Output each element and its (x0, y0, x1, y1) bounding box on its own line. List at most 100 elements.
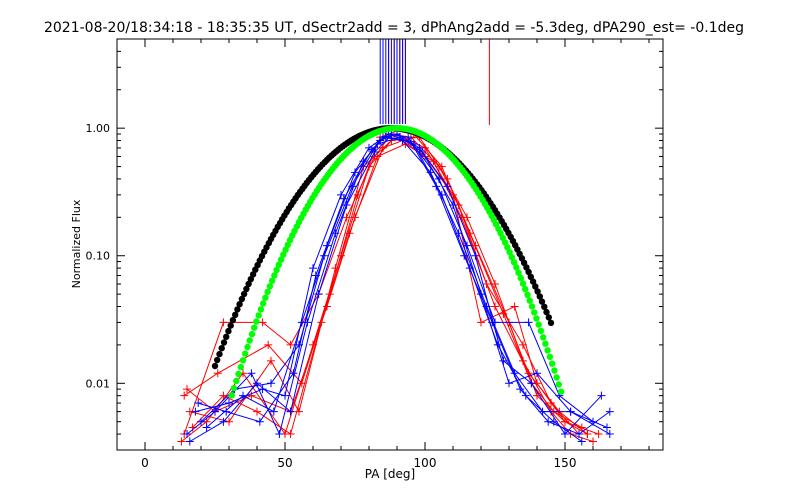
series-blue-point (194, 399, 203, 408)
series-blue-point (185, 437, 194, 446)
fit-curve-green-point (519, 280, 527, 287)
fit-curve-green-point (526, 297, 533, 304)
fit-curve-green-point (510, 259, 518, 266)
series-blue-point (407, 137, 415, 146)
series-blue-point (603, 423, 611, 432)
fit-curve-green-point (235, 370, 242, 378)
y-tick-label: 1.00 (86, 122, 111, 135)
fit-curve-black-point (543, 308, 550, 316)
fit-curve-black-point (529, 278, 537, 285)
series-blue-point (521, 391, 530, 400)
series-red-point (213, 369, 222, 378)
fit-curve-black-point (247, 276, 254, 283)
fit-curve-green-point (246, 337, 253, 344)
series-red-point (325, 290, 334, 299)
y-axis-label: Normalized Flux (70, 199, 83, 288)
fit-curve-green-point (540, 334, 547, 341)
fit-curve-green-point (535, 321, 542, 328)
series-red-point (247, 391, 256, 400)
fit-curve-green-point (517, 274, 524, 282)
series-blue-point (269, 407, 278, 416)
series-red-point (589, 437, 597, 446)
series-red-point (297, 379, 306, 388)
fit-curve-green-point (260, 300, 267, 307)
series-red-point (177, 437, 186, 446)
series-blue-point (351, 168, 359, 177)
fit-curve-green-point (553, 374, 560, 381)
series-red-point (267, 356, 275, 365)
fit-curve-green-point (546, 353, 554, 361)
series-red-point (286, 340, 295, 349)
fit-curve-green-point (548, 360, 556, 367)
x-tick-label: 150 (554, 456, 577, 470)
fit-curve-black-point (547, 319, 555, 327)
series-blue-point (577, 437, 586, 446)
series-red-point (258, 318, 267, 327)
series-blue-point (561, 430, 569, 439)
fit-curve-black-point (536, 293, 543, 300)
series-blue-point (463, 241, 471, 250)
series-red-point (180, 391, 189, 400)
chart-title: 2021-08-20/18:34:18 - 18:35:35 UT, dSect… (44, 20, 744, 36)
fit-curve-green-point (255, 312, 262, 319)
series-blue-point (281, 391, 289, 400)
fit-curve-green-point (522, 285, 529, 293)
fit-curve-green-point (244, 343, 251, 351)
fit-curve-green-point (533, 315, 540, 322)
fit-curve-green-point (524, 291, 531, 298)
fit-curve-black-point (243, 285, 250, 293)
series-red-point (429, 157, 438, 166)
series-blue-point (314, 290, 323, 299)
y-tick-label: 0.01 (86, 377, 111, 390)
series-blue-point (404, 133, 413, 142)
fit-curve-black-point (216, 350, 223, 358)
series-blue-point (566, 407, 575, 416)
series-blue-point (491, 318, 499, 327)
series-red-point (353, 190, 362, 199)
series-blue-point (311, 271, 320, 280)
series-blue-point (309, 264, 317, 273)
fit-curve-black-point (541, 303, 548, 310)
x-tick-label: 50 (277, 456, 292, 470)
fit-curve-green-point (542, 340, 549, 347)
series-red-point (183, 385, 191, 394)
series-blue-point (527, 379, 536, 388)
fit-curve-green-point (551, 367, 558, 374)
fit-curve-green-point (280, 251, 287, 258)
series-red-point (477, 318, 485, 327)
fit-curve-green-point (504, 244, 511, 251)
fit-curve-green-point (262, 294, 269, 301)
fit-curve-green-point (282, 246, 289, 253)
series-blue-point (222, 407, 231, 416)
fit-curve-green-point (271, 272, 278, 279)
series-red-point (577, 423, 586, 432)
fit-curve-black-point (223, 333, 230, 340)
fit-curve-green-point (233, 377, 240, 385)
series-blue-point (505, 379, 513, 388)
fit-curve-black-point (525, 268, 532, 276)
series-blue-point (219, 417, 228, 426)
series-blue-point (367, 145, 376, 154)
fit-curve-green-point (230, 384, 238, 392)
series-red-point (583, 430, 592, 439)
series-red-point (491, 302, 499, 311)
y-tick-label: 0.10 (86, 250, 111, 263)
fit-curve-green-point (257, 306, 265, 313)
plot-frame (116, 38, 664, 451)
fit-curve-green-point (239, 357, 247, 364)
fit-curve-green-point (275, 261, 282, 268)
fit-curve-green-point (555, 381, 562, 388)
series-blue-point (605, 430, 614, 439)
series-blue-point (211, 407, 219, 416)
series-blue-point (202, 423, 211, 432)
fit-curve-black-point (218, 345, 225, 352)
fit-curve-black-point (240, 290, 248, 298)
series-blue-point (454, 229, 463, 238)
series-red-point (219, 391, 228, 400)
series-red-point (594, 430, 603, 439)
series-red-point (253, 407, 261, 416)
fit-curve-black-point (527, 273, 534, 280)
fit-curve-green-point (284, 241, 291, 249)
series-blue-point (435, 174, 443, 183)
